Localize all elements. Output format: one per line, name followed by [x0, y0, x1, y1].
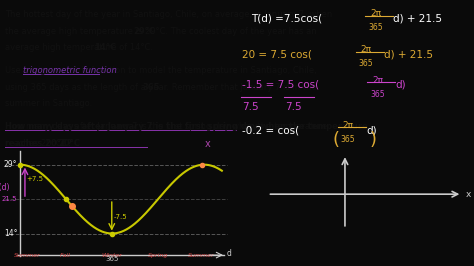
- Text: ): ): [370, 131, 376, 149]
- Text: The hottest day of the year in Santiago, Chile, on average, is January 7, when: The hottest day of the year in Santiago,…: [5, 10, 332, 19]
- Text: T(d): T(d): [0, 183, 11, 192]
- Text: 7.5: 7.5: [285, 102, 302, 113]
- Text: average high temperature of 14°C.: average high temperature of 14°C.: [5, 43, 153, 52]
- Text: d): d): [395, 80, 406, 90]
- Text: the average high temperature is 29°C. The coolest day of the year has an: the average high temperature is 29°C. Th…: [5, 27, 317, 36]
- Text: d) + 21.5: d) + 21.5: [383, 49, 433, 59]
- Text: using 365 days as the length of a year. Remember that January 7 is in the: using 365 days as the length of a year. …: [5, 83, 317, 92]
- Text: d): d): [366, 125, 377, 135]
- Text: T(d) =7.5cos(: T(d) =7.5cos(: [251, 13, 322, 23]
- Text: Fall: Fall: [60, 253, 71, 258]
- Text: reaches 20°C?: reaches 20°C?: [5, 139, 66, 148]
- Text: -7.5: -7.5: [113, 214, 127, 220]
- Text: x: x: [466, 190, 471, 200]
- Text: 365: 365: [358, 59, 373, 68]
- Text: 2π: 2π: [360, 45, 371, 54]
- Text: 29°C: 29°C: [134, 27, 155, 36]
- Text: 2π: 2π: [371, 9, 382, 18]
- Text: 365: 365: [105, 256, 118, 262]
- Text: 20 = 7.5 cos(: 20 = 7.5 cos(: [242, 49, 311, 59]
- Text: Use a trigonometric function to model the temperature in Santiago, Chile,: Use a trigonometric function to model th…: [5, 66, 317, 75]
- Text: 365: 365: [142, 83, 160, 92]
- Text: 365: 365: [341, 135, 356, 144]
- Text: 365: 365: [370, 90, 385, 99]
- Text: reaches 20°C?: reaches 20°C?: [5, 139, 72, 148]
- Text: summer in Santiago.: summer in Santiago.: [5, 99, 92, 108]
- Text: How many days after January 7 is the first spring day when the temperature: How many days after January 7 is the fir…: [5, 122, 327, 131]
- Text: -0.2 = cos(: -0.2 = cos(: [242, 125, 299, 135]
- Text: 14°C: 14°C: [94, 43, 117, 52]
- Text: d) + 21.5: d) + 21.5: [393, 13, 442, 23]
- Text: Summer: Summer: [188, 253, 215, 258]
- Text: 365: 365: [368, 23, 383, 32]
- Text: 7.5: 7.5: [242, 102, 258, 113]
- Text: Summer: Summer: [14, 253, 41, 258]
- Text: 2π: 2π: [343, 121, 354, 130]
- Text: Spring: Spring: [147, 253, 168, 258]
- Text: +7.5: +7.5: [26, 176, 43, 182]
- Text: d: d: [227, 249, 232, 258]
- Text: 20°C: 20°C: [59, 139, 81, 148]
- Text: 14°: 14°: [4, 229, 18, 238]
- Text: (: (: [332, 131, 339, 149]
- Text: 21.5: 21.5: [2, 196, 18, 202]
- Text: -1.5 = 7.5 cos(: -1.5 = 7.5 cos(: [242, 80, 319, 90]
- Text: x: x: [205, 139, 210, 149]
- Text: 2π: 2π: [372, 76, 383, 85]
- Text: trigonometric function: trigonometric function: [23, 66, 117, 75]
- Text: How many days after January 7 is the first spring day when the temperature: How many days after January 7 is the fir…: [5, 122, 368, 131]
- Text: Winter: Winter: [101, 253, 122, 258]
- Text: 29°: 29°: [4, 160, 18, 169]
